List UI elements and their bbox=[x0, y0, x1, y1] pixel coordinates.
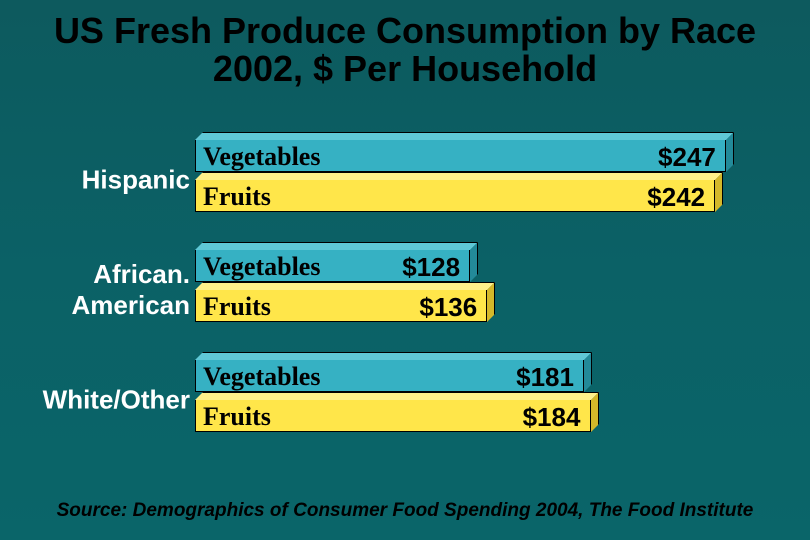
series-label: Fruits bbox=[203, 402, 271, 432]
bar-top-face bbox=[195, 282, 495, 290]
series-label: Vegetables bbox=[203, 362, 320, 392]
value-label: $242 bbox=[647, 182, 705, 213]
series-label: Fruits bbox=[203, 292, 271, 322]
bar-top-face bbox=[195, 132, 734, 140]
series-label: Fruits bbox=[203, 182, 271, 212]
bar-top-face bbox=[195, 392, 599, 400]
series-label: Vegetables bbox=[203, 252, 320, 282]
category-group: African.American Vegetables $128 Fruits $136 bbox=[0, 250, 810, 330]
category-label: African.American bbox=[0, 259, 190, 321]
value-label: $181 bbox=[516, 362, 574, 393]
bar-side-face bbox=[715, 172, 723, 212]
series-label: Vegetables bbox=[203, 142, 320, 172]
bar-front-face bbox=[195, 180, 715, 212]
category-label: White/Other bbox=[0, 385, 190, 416]
chart-area: Hispanic Vegetables $247 Fruits $242 African.… bbox=[0, 140, 810, 470]
bar-side-face bbox=[591, 392, 599, 432]
value-label: $247 bbox=[658, 142, 716, 173]
value-label: $128 bbox=[402, 252, 460, 283]
source-text: Source: Demographics of Consumer Food Sp… bbox=[0, 500, 810, 522]
bar-side-face bbox=[726, 132, 734, 172]
category-group: Hispanic Vegetables $247 Fruits $242 bbox=[0, 140, 810, 220]
category-group: White/Other Vegetables $181 Fruits $184 bbox=[0, 360, 810, 440]
value-label: $136 bbox=[419, 292, 477, 323]
bar-top-face bbox=[195, 352, 592, 360]
bar-side-face bbox=[470, 242, 478, 282]
bar-top-face bbox=[195, 242, 478, 250]
bar-side-face bbox=[487, 282, 495, 322]
value-label: $184 bbox=[523, 402, 581, 433]
bar-top-face bbox=[195, 172, 723, 180]
chart-title: US Fresh Produce Consumption by Race 200… bbox=[0, 12, 810, 88]
bar-side-face bbox=[584, 352, 592, 392]
chart-title-line2: 2002, $ Per Household bbox=[0, 50, 810, 88]
chart-title-line1: US Fresh Produce Consumption by Race bbox=[0, 12, 810, 50]
category-label: Hispanic bbox=[0, 165, 190, 196]
